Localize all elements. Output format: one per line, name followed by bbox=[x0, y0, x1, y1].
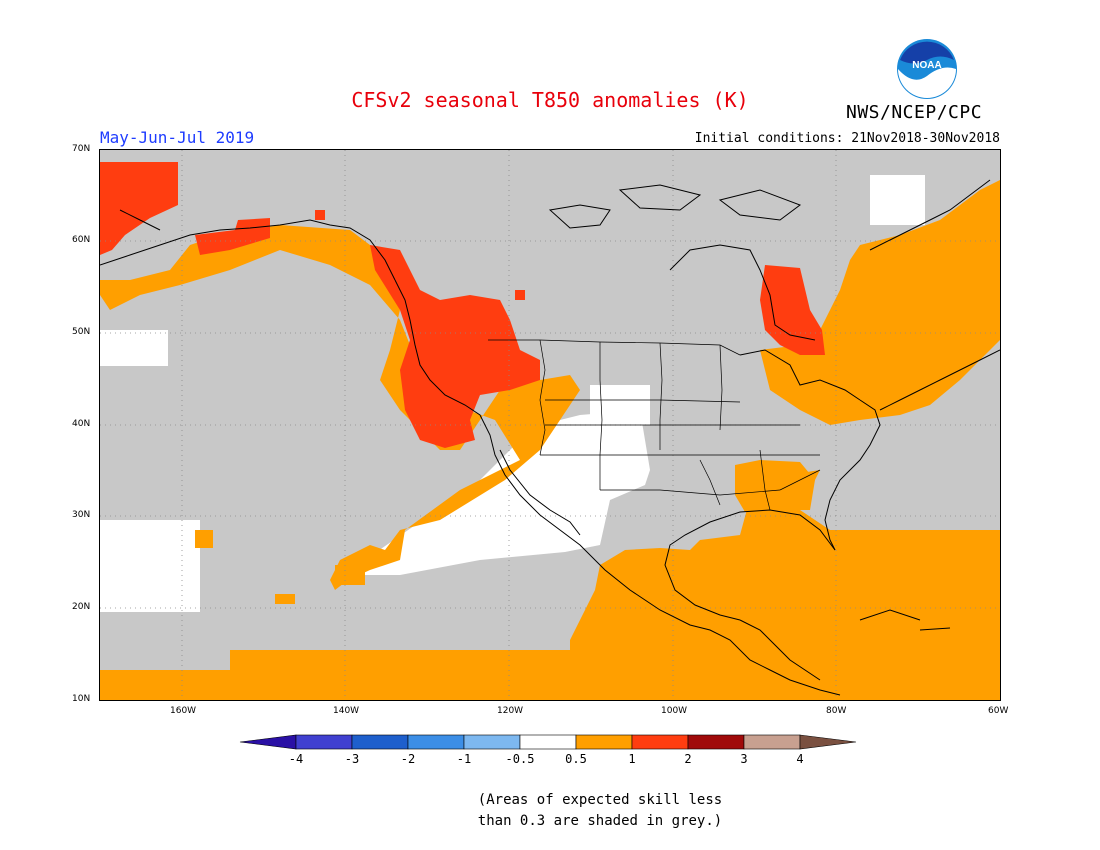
red-pacific-northwest bbox=[370, 245, 540, 448]
red-hudson-bay bbox=[760, 265, 825, 355]
lat-label: 40N bbox=[72, 419, 91, 429]
lat-label: 60N bbox=[72, 235, 91, 245]
legend-cell bbox=[407, 734, 465, 750]
orange-tropics bbox=[100, 470, 1000, 700]
legend-cell bbox=[575, 734, 633, 750]
chart-title: CFSv2 seasonal T850 anomalies (K) bbox=[351, 88, 749, 112]
noaa-logo: NOAA bbox=[897, 39, 957, 99]
legend-cell bbox=[519, 734, 577, 750]
legend-label: -3 bbox=[345, 752, 359, 766]
anomaly-map bbox=[100, 150, 1000, 700]
legend-label: 3 bbox=[740, 752, 747, 766]
legend-label: -0.5 bbox=[506, 752, 535, 766]
season-label: May-Jun-Jul 2019 bbox=[100, 128, 255, 147]
lat-label: 70N bbox=[72, 144, 91, 154]
lon-label: 140W bbox=[333, 706, 360, 716]
legend-cell bbox=[687, 734, 745, 750]
red-small-bc bbox=[515, 290, 525, 300]
map-frame bbox=[99, 149, 1001, 701]
red-siberia bbox=[100, 162, 178, 255]
legend-arrow-low bbox=[239, 734, 297, 750]
legend-cell bbox=[463, 734, 521, 750]
lat-label: 20N bbox=[72, 602, 91, 612]
legend-label: 4 bbox=[796, 752, 803, 766]
agency-label: NWS/NCEP/CPC bbox=[846, 102, 983, 123]
lon-label: 100W bbox=[661, 706, 688, 716]
neutral-region-utah bbox=[590, 385, 650, 425]
legend-cell bbox=[631, 734, 689, 750]
legend-label: -1 bbox=[457, 752, 471, 766]
orange-pacific-arc bbox=[100, 225, 580, 590]
positive-anomaly-1-2-regions bbox=[100, 162, 825, 448]
lon-label: 80W bbox=[826, 706, 847, 716]
lon-label: 160W bbox=[170, 706, 197, 716]
legend-label: -2 bbox=[401, 752, 415, 766]
legend-label: -4 bbox=[289, 752, 303, 766]
legend-cell bbox=[351, 734, 409, 750]
footnote: (Areas of expected skill less than 0.3 a… bbox=[0, 790, 1100, 832]
lat-label: 10N bbox=[72, 694, 91, 704]
neutral-region-hawaii bbox=[100, 520, 200, 612]
orange-small-hawaii bbox=[195, 530, 213, 548]
legend-cell bbox=[295, 734, 353, 750]
political-boundaries bbox=[488, 339, 821, 511]
red-small-gulf bbox=[315, 210, 325, 220]
legend-cell bbox=[743, 734, 801, 750]
orange-small-baja bbox=[335, 565, 365, 585]
orange-small-pacific bbox=[275, 594, 295, 604]
color-legend: -4 -3 -2 -1 -0.5 0.5 1 2 3 4 bbox=[239, 734, 857, 766]
footnote-line-1: (Areas of expected skill less bbox=[477, 792, 723, 808]
orange-southeast-us bbox=[735, 460, 815, 512]
coastlines bbox=[100, 179, 1000, 696]
neutral-region-labrador bbox=[870, 175, 925, 225]
legend-label: 0.5 bbox=[565, 752, 587, 766]
lat-label: 50N bbox=[72, 327, 91, 337]
legend-label: 1 bbox=[628, 752, 635, 766]
red-alaska-coast bbox=[195, 218, 270, 255]
neutral-region-ne-pacific bbox=[100, 330, 168, 366]
noaa-logo-text: NOAA bbox=[912, 60, 941, 71]
lat-label: 30N bbox=[72, 510, 91, 520]
initial-conditions-label: Initial conditions: 21Nov2018-30Nov2018 bbox=[694, 131, 1000, 146]
legend-arrow-high bbox=[799, 734, 857, 750]
footnote-line-2: than 0.3 are shaded in grey.) bbox=[477, 813, 723, 829]
lon-label: 120W bbox=[497, 706, 524, 716]
lon-label: 60W bbox=[988, 706, 1009, 716]
legend-label: 2 bbox=[684, 752, 691, 766]
